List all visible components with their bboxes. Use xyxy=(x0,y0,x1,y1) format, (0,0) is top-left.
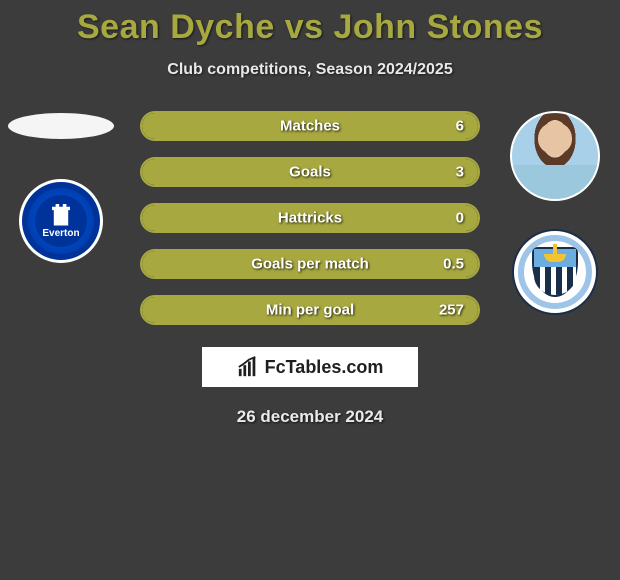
stat-value-right: 0 xyxy=(456,210,464,227)
page-title: Sean Dyche vs John Stones xyxy=(0,0,620,47)
stat-label: Min per goal xyxy=(266,302,354,319)
player-photo-placeholder-left xyxy=(8,113,114,139)
stat-row: Min per goal 257 xyxy=(140,295,480,325)
stat-value-right: 257 xyxy=(439,302,464,319)
stat-label: Matches xyxy=(280,118,340,135)
crest-label: Everton xyxy=(42,228,79,239)
left-player-column: Everton xyxy=(8,111,114,263)
stat-row: Goals 3 xyxy=(140,157,480,187)
stat-row: Hattricks 0 xyxy=(140,203,480,233)
club-crest-everton: Everton xyxy=(19,179,103,263)
stat-row: Matches 6 xyxy=(140,111,480,141)
stat-value-right: 0.5 xyxy=(443,256,464,273)
brand-badge[interactable]: FcTables.com xyxy=(202,347,418,387)
crest-ship-icon xyxy=(544,254,566,262)
stat-label: Goals per match xyxy=(251,256,369,273)
brand-text: FcTables.com xyxy=(265,357,384,378)
crest-tower-icon xyxy=(52,204,70,226)
stats-list: Matches 6 Goals 3 Hattricks 0 Goals per match 0… xyxy=(140,111,480,325)
stat-row: Goals per match 0.5 xyxy=(140,249,480,279)
comparison-panel: Everton Matches 6 Goals 3 Hattricks 0 Goals pe… xyxy=(0,111,620,325)
chart-icon xyxy=(237,356,259,378)
club-crest-mancity xyxy=(512,229,598,315)
right-player-column xyxy=(510,111,600,315)
player-photo-right xyxy=(510,111,600,201)
stat-value-right: 3 xyxy=(456,164,464,181)
subtitle: Club competitions, Season 2024/2025 xyxy=(0,61,620,79)
stat-label: Hattricks xyxy=(278,210,342,227)
date-text: 26 december 2024 xyxy=(0,407,620,427)
stat-label: Goals xyxy=(289,164,331,181)
stat-value-right: 6 xyxy=(456,118,464,135)
